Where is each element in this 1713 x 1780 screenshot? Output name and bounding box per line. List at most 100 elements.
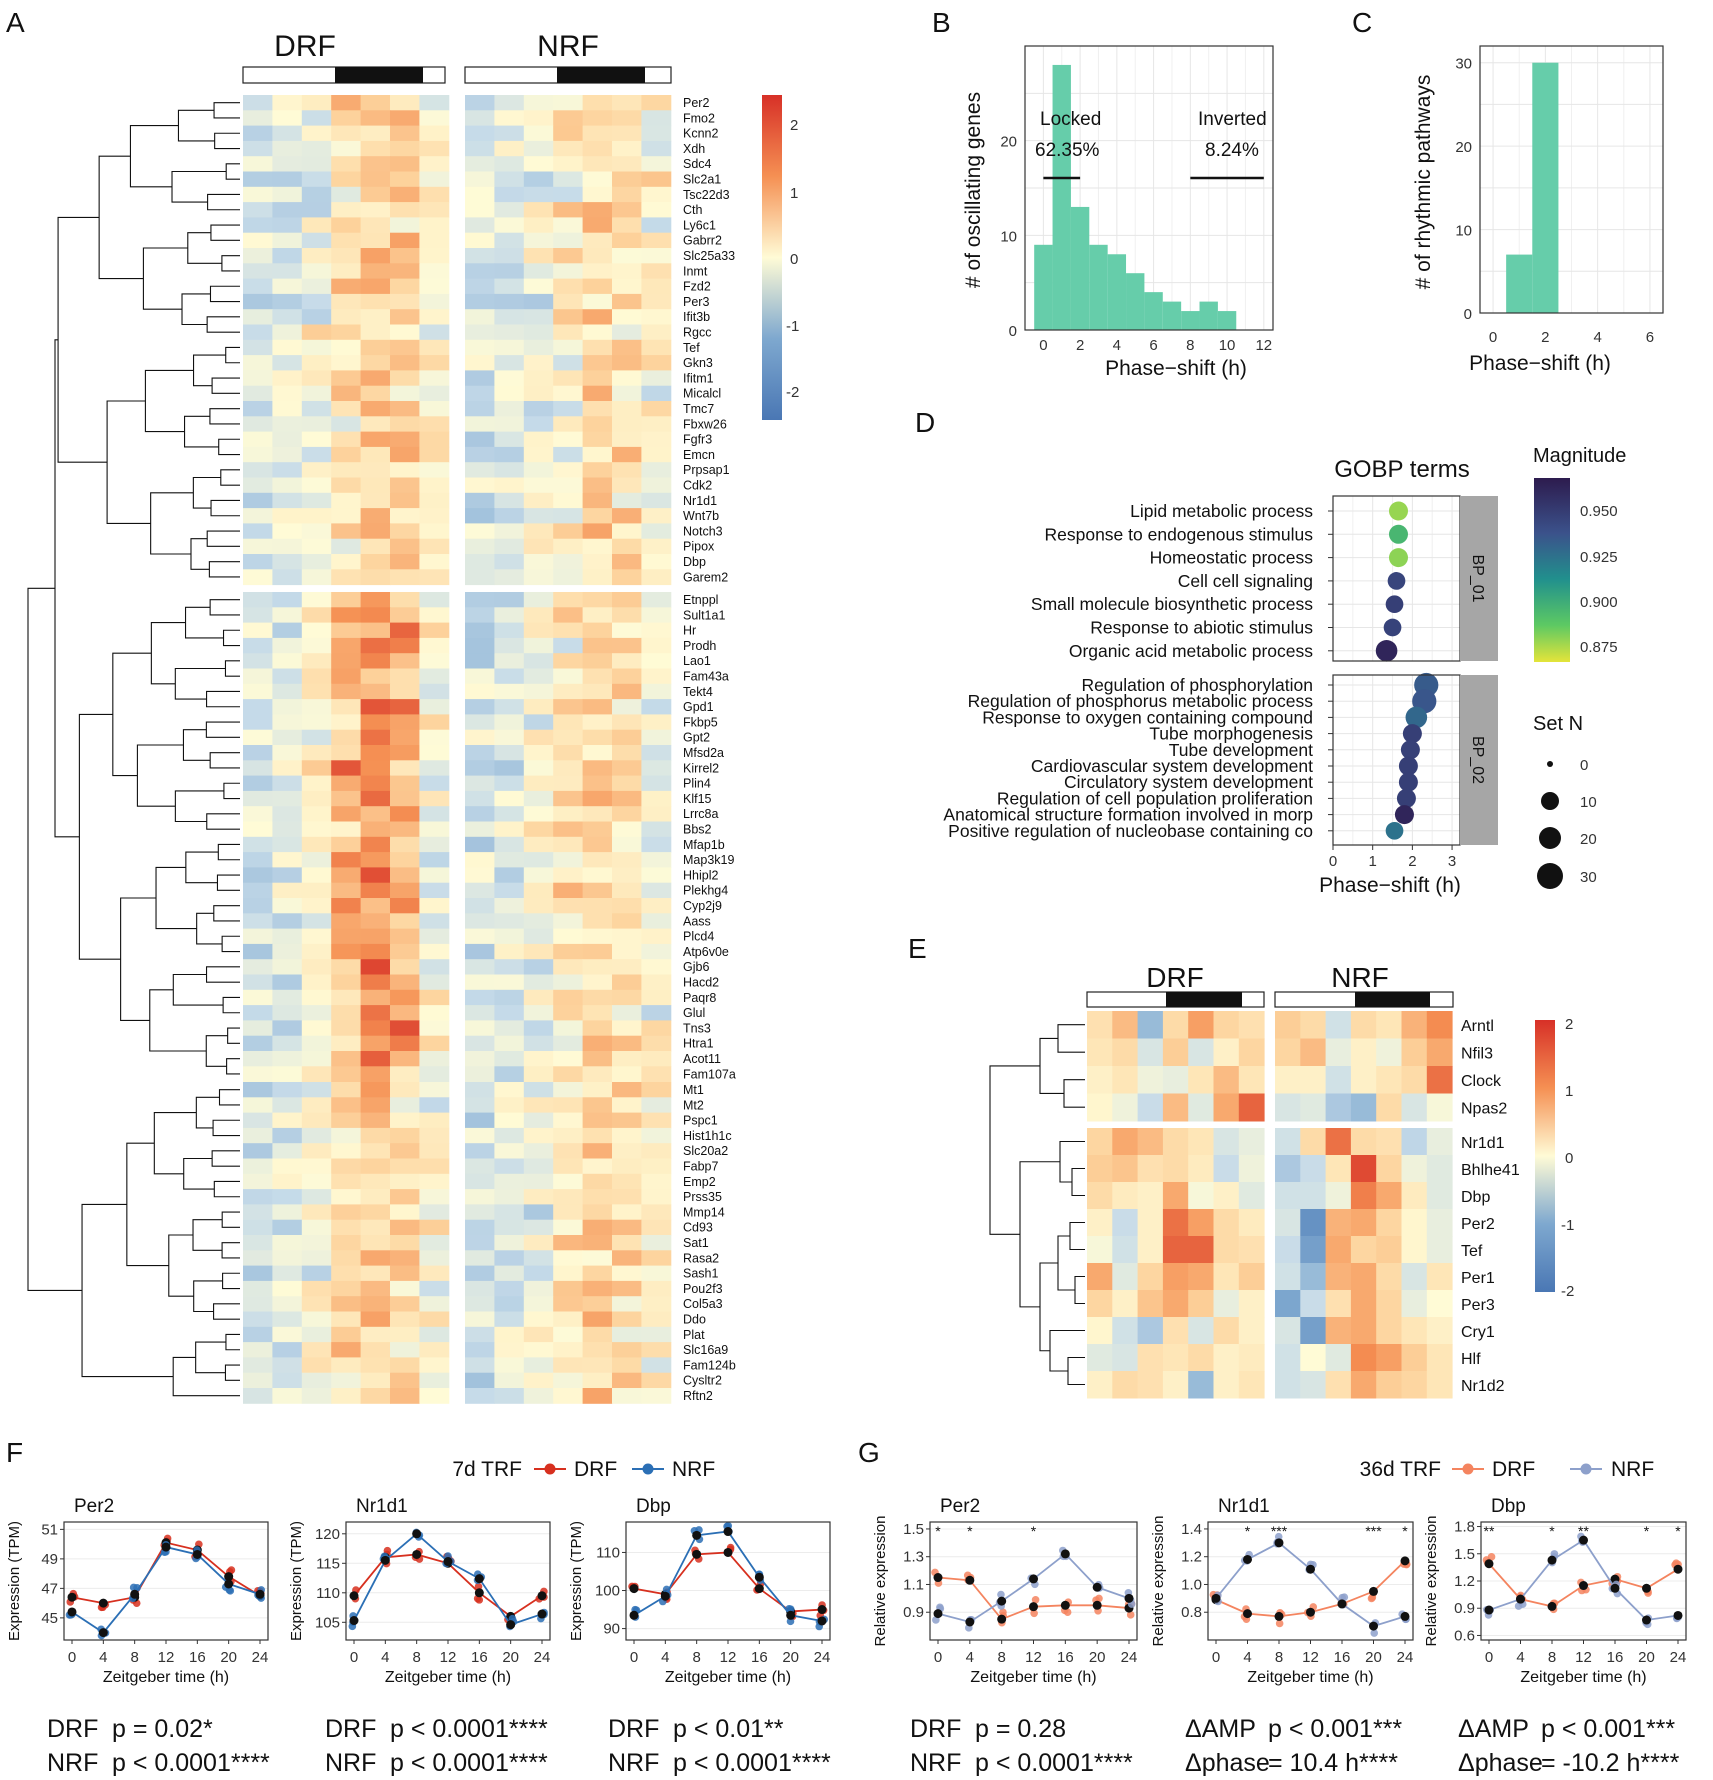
- heat-cell: [390, 943, 420, 960]
- x-tick-label: 24: [252, 1649, 269, 1666]
- heat-cell: [390, 1051, 420, 1067]
- dendrogram-branch: [142, 247, 188, 310]
- heat-cell: [1162, 1093, 1189, 1122]
- dendrogram-branch: [187, 232, 222, 264]
- dendrogram-branch: [78, 713, 121, 960]
- y-tick-label: 1.4: [1181, 1521, 1202, 1538]
- heat-cell: [331, 110, 362, 127]
- heat-cell: [243, 836, 273, 853]
- heat-cell: [494, 462, 525, 478]
- term-dot: [1398, 756, 1418, 776]
- heat-cell: [272, 913, 303, 930]
- heat-cell: [494, 492, 525, 509]
- heat-cell: [523, 790, 554, 807]
- heat-cell: [390, 806, 420, 822]
- heat-cell: [390, 1143, 420, 1159]
- heat-cell: [553, 1388, 584, 1404]
- heat-cell: [1426, 1290, 1453, 1318]
- heat-cell: [301, 622, 332, 639]
- heat-cell: [301, 355, 332, 371]
- heat-cell: [612, 1311, 642, 1328]
- heat-cell: [331, 683, 362, 700]
- heat-cell: [465, 248, 495, 264]
- heat-cell: [465, 217, 495, 234]
- plot-frame: [1480, 1521, 1687, 1641]
- heat-cell: [582, 1158, 613, 1175]
- heat-cell: [419, 622, 450, 639]
- heat-cell: [612, 1143, 642, 1159]
- heat-cell: [390, 95, 420, 111]
- heat-cell: [390, 714, 420, 731]
- heat-cell: [494, 156, 525, 172]
- heat-cell: [331, 1020, 362, 1037]
- heat-cell: [1137, 1093, 1164, 1122]
- heat-cell: [331, 339, 362, 356]
- heat-cell: [331, 202, 362, 218]
- heat-cell: [243, 806, 273, 822]
- heat-cell: [331, 416, 362, 433]
- gene-label: Gpt2: [683, 731, 710, 745]
- heat-cell: [582, 775, 613, 792]
- replicate-point: [786, 1617, 795, 1626]
- term-label: Lipid metabolic process: [1130, 501, 1313, 521]
- heat-cell: [641, 492, 672, 509]
- stat-b-name: Δphase: [1185, 1749, 1270, 1777]
- heat-cell: [641, 446, 672, 463]
- heat-cell: [465, 729, 495, 746]
- dendrogram-branch: [205, 1035, 228, 1067]
- heat-cell: [272, 401, 303, 417]
- heat-cell: [523, 508, 554, 524]
- dendrogram-branch: [1069, 1221, 1085, 1251]
- heat-cell: [582, 745, 613, 761]
- dendrogram-branch: [206, 316, 240, 333]
- heat-cell: [1350, 1263, 1377, 1291]
- heat-cell: [494, 523, 525, 540]
- heat-cell: [272, 492, 303, 509]
- heat-cell: [523, 293, 554, 310]
- heat-cell: [641, 140, 672, 157]
- heat-cell: [331, 1326, 362, 1343]
- heat-cell: [1137, 1344, 1164, 1372]
- heat-cell: [360, 714, 391, 731]
- panel-e-nrf-header: NRF: [1331, 962, 1389, 993]
- heat-cell: [523, 607, 554, 624]
- heat-cell: [582, 355, 613, 371]
- heat-cell: [243, 745, 273, 761]
- heat-cell: [360, 1204, 391, 1221]
- heat-cell: [419, 1127, 450, 1144]
- set-n-legend-title: Set N: [1533, 713, 1583, 735]
- heat-cell: [553, 293, 584, 310]
- heat-cell: [465, 683, 495, 700]
- heat-cell: [360, 263, 391, 280]
- heat-cell: [582, 1189, 613, 1205]
- x-tick-label: 12: [440, 1649, 457, 1666]
- heat-cell: [243, 401, 273, 417]
- gene-label: Emp2: [683, 1175, 716, 1189]
- heat-cell: [272, 1204, 303, 1221]
- heat-cell: [1087, 1236, 1113, 1264]
- heat-cell: [301, 1127, 332, 1144]
- heat-cell: [523, 1372, 554, 1389]
- gene-label: Ifit3b: [683, 310, 710, 324]
- heat-cell: [1325, 1290, 1352, 1318]
- heat-cell: [301, 1235, 332, 1251]
- panel-b: B # of oscillating genes Phase−shift (h)…: [932, 7, 1274, 380]
- heat-cell: [331, 156, 362, 172]
- heat-cell: [1238, 1317, 1265, 1345]
- panel-a-label: A: [6, 7, 25, 38]
- heat-cell: [419, 592, 450, 608]
- heat-cell: [360, 836, 391, 853]
- heat-cell: [1213, 1209, 1240, 1237]
- dendrogram-branch: [153, 1112, 197, 1175]
- dendrogram-branch: [177, 109, 215, 142]
- heat-cell: [641, 324, 672, 341]
- heat-cell: [582, 790, 613, 807]
- dendrogram-branch: [209, 599, 240, 616]
- heat-cell: [272, 248, 303, 264]
- heat-cell: [1350, 1344, 1377, 1372]
- heat-cell: [390, 775, 420, 792]
- heat-cell: [243, 508, 273, 524]
- heat-cell: [582, 416, 613, 433]
- heat-cell: [301, 1020, 332, 1037]
- heat-cell: [1376, 1182, 1402, 1210]
